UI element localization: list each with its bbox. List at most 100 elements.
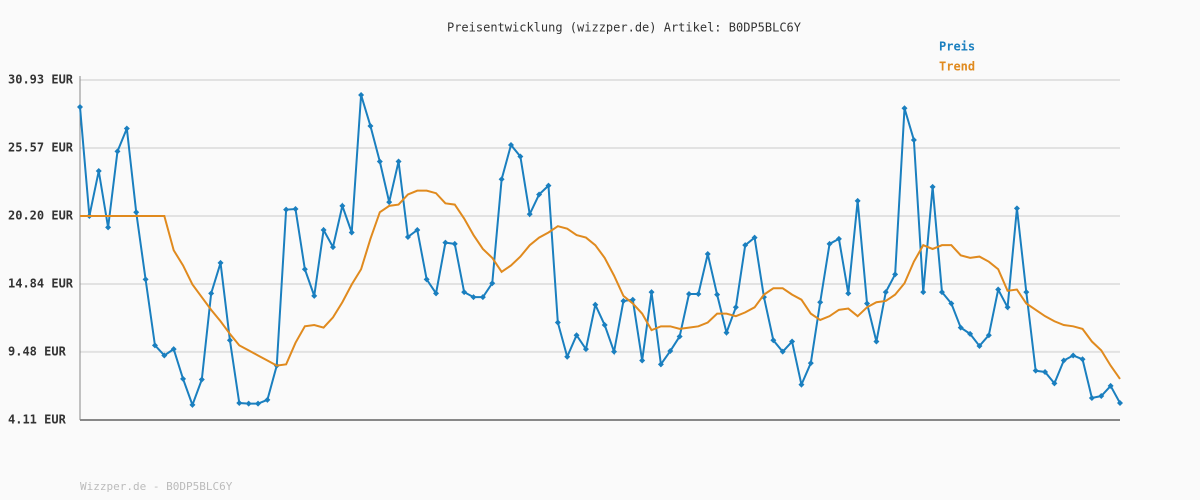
point [255,400,262,407]
point [1013,205,1020,212]
point [105,224,112,231]
point [507,142,514,149]
point [95,168,102,175]
point [601,322,608,329]
point [170,346,177,353]
point [189,401,196,408]
point [573,332,580,339]
point [1079,356,1086,363]
point [151,342,158,349]
point [517,153,524,160]
point [648,289,655,296]
series-line [80,189,1121,380]
point [985,332,992,339]
point [433,290,440,297]
point [592,301,599,308]
point [732,304,739,311]
point [1098,393,1105,400]
point [264,396,271,403]
point [545,182,552,189]
point [620,297,627,304]
point [479,294,486,301]
point [910,136,917,143]
y-tick-label: 20.20 EUR [8,209,74,223]
point [1117,400,1123,407]
point [536,191,543,198]
point [386,199,393,206]
point [667,348,674,355]
point [301,266,308,273]
point [742,242,749,249]
point [1070,352,1077,359]
point [339,202,346,209]
point [461,289,468,296]
point [1042,368,1049,375]
point [180,375,187,382]
point [498,176,505,183]
point [611,348,618,355]
y-tick-label: 30.93 EUR [8,73,74,87]
point [236,400,243,407]
point [676,333,683,340]
point [686,290,693,297]
point [414,226,421,233]
point [198,376,205,383]
point [704,251,711,258]
point [807,360,814,367]
point [938,289,945,296]
point [423,276,430,283]
point [348,229,355,236]
point [489,280,496,287]
point [142,276,149,283]
point [948,300,955,307]
legend-entry: Preis [939,40,975,54]
point [376,158,383,165]
point [779,348,786,355]
point [976,342,983,349]
y-tick-label: 14.84 EUR [8,276,74,290]
point [957,324,964,331]
point [582,346,589,353]
chart-title: Preisentwicklung (wizzper.de) Artikel: B… [447,21,802,35]
point [77,104,83,111]
point [367,123,374,130]
point [695,290,702,297]
point [882,289,889,296]
point [283,206,290,213]
point [892,271,899,278]
series-line [79,94,1121,408]
point [1060,357,1067,364]
point [995,286,1002,293]
point [217,259,224,266]
point [798,381,805,388]
footer: Wizzper.de - B0DP5BLC6Y [80,480,233,493]
point [404,233,411,240]
point [114,148,121,155]
point [311,292,318,299]
point [1023,289,1030,296]
point [967,330,974,337]
point [526,211,533,218]
point [1088,394,1095,401]
point [864,300,871,307]
legend-entry: Trend [939,60,975,74]
point [723,329,730,336]
point [554,319,561,326]
point [920,289,927,296]
point [845,290,852,297]
point [854,197,861,204]
point [161,352,168,359]
point [564,353,571,360]
point [123,125,130,132]
point [320,226,327,233]
point [901,105,908,112]
point [395,158,402,165]
y-tick-label: 9.48 EUR [8,344,67,358]
y-tick-label: 4.11 EUR [8,413,67,427]
point [1107,382,1114,389]
point [929,183,936,190]
point [751,234,758,241]
y-tick-label: 25.57 EUR [8,140,74,154]
point [208,290,215,297]
point [1051,380,1058,387]
